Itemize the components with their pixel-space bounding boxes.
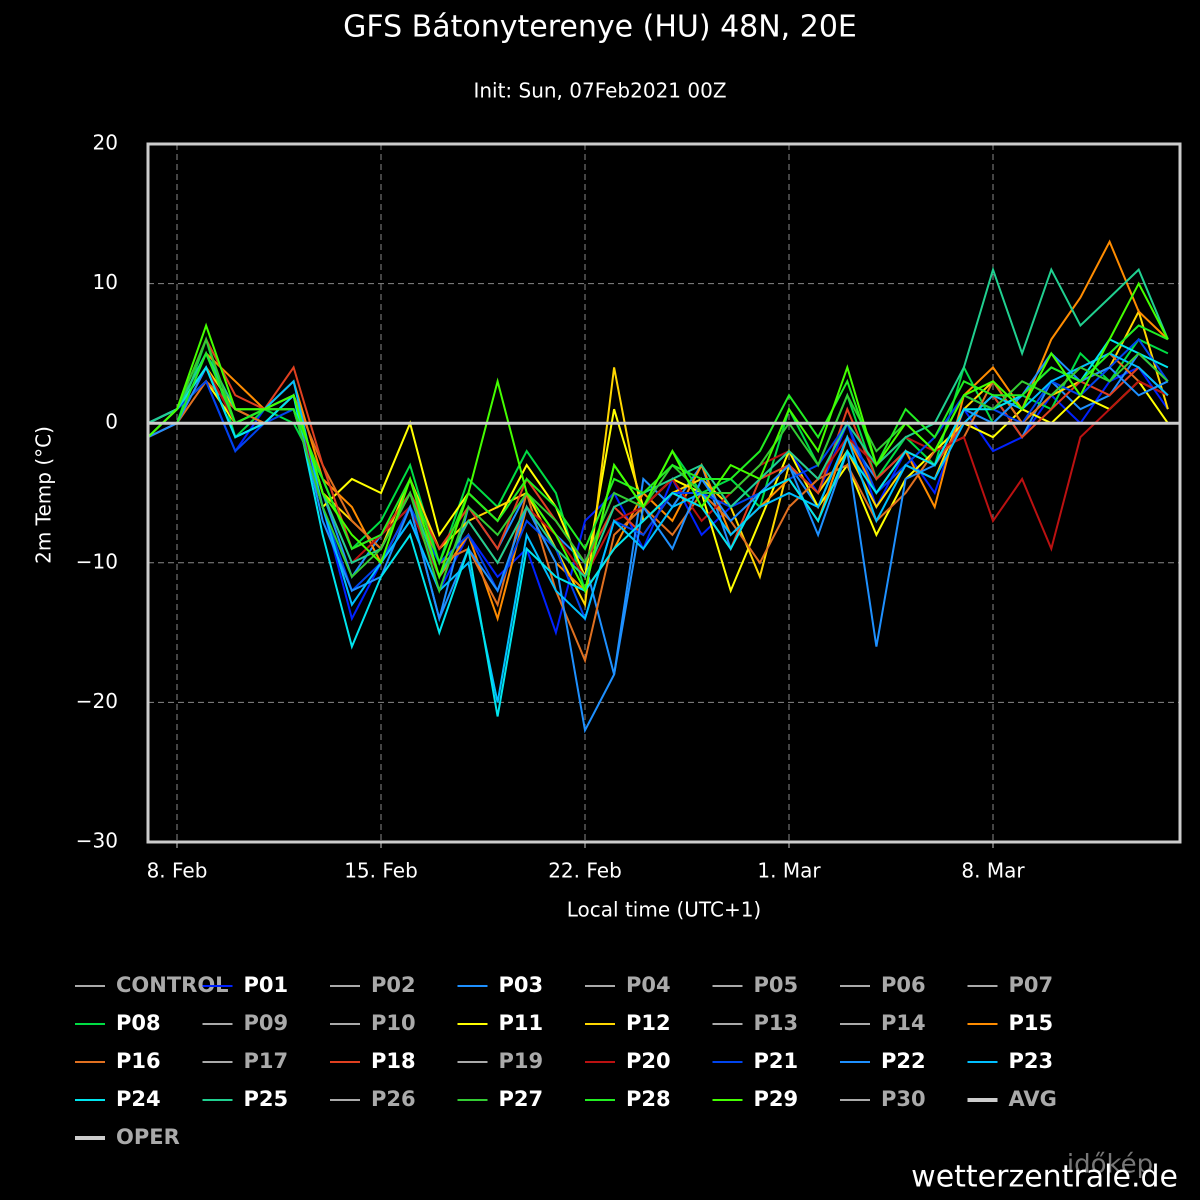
chart-title: GFS Bátonyterenye (HU) 48N, 20E [343, 10, 857, 45]
legend-label: P16 [116, 1049, 161, 1073]
legend-label: P04 [626, 973, 671, 997]
legend-label: P05 [754, 973, 799, 997]
legend-item[interactable]: P14 [840, 1011, 926, 1035]
legend-item[interactable]: P13 [712, 1011, 799, 1035]
legend-item[interactable]: P21 [712, 1049, 799, 1073]
legend-item[interactable]: P27 [457, 1087, 544, 1111]
legend-label: P07 [1009, 973, 1054, 997]
legend-label: P15 [1009, 1011, 1054, 1035]
y-tick-label: −10 [76, 549, 118, 573]
legend-item[interactable]: P01 [202, 973, 289, 997]
legend-label: P26 [371, 1087, 416, 1111]
legend-item[interactable]: P10 [330, 1011, 416, 1035]
legend-item[interactable]: P06 [840, 973, 926, 997]
legend-label: P25 [244, 1087, 289, 1111]
legend-item[interactable]: P09 [202, 1011, 289, 1035]
x-tick-label: 8. Mar [961, 859, 1025, 883]
legend-item[interactable]: P18 [330, 1049, 416, 1073]
y-tick-label: −20 [76, 689, 118, 713]
legend-item[interactable]: P28 [585, 1087, 671, 1111]
series-line [147, 336, 1169, 595]
series-line [147, 352, 1169, 664]
legend-label: P17 [244, 1049, 289, 1073]
legend-label: P06 [881, 973, 926, 997]
legend-label: AVG [1009, 1087, 1057, 1111]
legend-item[interactable]: P05 [712, 973, 799, 997]
legend-label: P22 [881, 1049, 926, 1073]
legend-label: OPER [116, 1125, 180, 1149]
legend-label: P03 [499, 973, 544, 997]
legend-item[interactable]: P25 [202, 1087, 289, 1111]
series-line [147, 281, 1169, 594]
legend-label: P14 [881, 1011, 926, 1035]
legend-item[interactable]: OPER [75, 1125, 180, 1149]
legend-item[interactable]: P08 [75, 1011, 161, 1035]
y-tick-label: 10 [93, 270, 118, 294]
y-tick-label: 0 [105, 410, 118, 434]
legend-item[interactable]: P03 [457, 973, 544, 997]
legend-item[interactable]: P07 [967, 973, 1054, 997]
series-line [147, 338, 1169, 717]
footer: wetterzentrale.de [911, 1160, 1178, 1195]
legend-label: P01 [244, 973, 289, 997]
legend-label: P28 [626, 1087, 671, 1111]
legend-label: P23 [1009, 1049, 1054, 1073]
series-line [147, 308, 1169, 609]
legend-item[interactable]: AVG [967, 1087, 1057, 1111]
legend-label: P20 [626, 1049, 671, 1073]
x-tick-label: 8. Feb [147, 859, 208, 883]
legend-item[interactable]: P26 [330, 1087, 416, 1111]
x-tick-label: 1. Mar [757, 859, 821, 883]
legend-label: P08 [116, 1011, 161, 1035]
legend-item[interactable]: P11 [457, 1011, 544, 1035]
legend-label: P02 [371, 973, 416, 997]
legend-label: P11 [499, 1011, 544, 1035]
legend-item[interactable]: P04 [585, 973, 671, 997]
legend-item[interactable]: P30 [840, 1087, 926, 1111]
legend-item[interactable]: P02 [330, 973, 416, 997]
legend-label: P21 [754, 1049, 799, 1073]
legend-label: P24 [116, 1087, 161, 1111]
legend-item[interactable]: P17 [202, 1049, 289, 1073]
legend-label: P09 [244, 1011, 289, 1035]
y-axis-label: 2m Temp (°C) [32, 426, 56, 564]
chart-subtitle: Init: Sun, 07Feb2021 00Z [473, 79, 726, 103]
legend-item[interactable]: P22 [840, 1049, 926, 1073]
legend-label: P29 [754, 1087, 799, 1111]
logo: időkép [1067, 1150, 1153, 1180]
x-axis-label: Local time (UTC+1) [567, 898, 761, 922]
legend-item[interactable]: P23 [967, 1049, 1054, 1073]
x-tick-label: 22. Feb [548, 859, 622, 883]
legend-label: P27 [499, 1087, 544, 1111]
legend-item[interactable]: P12 [585, 1011, 671, 1035]
y-tick-label: 20 [93, 131, 118, 155]
legend-label: P13 [754, 1011, 799, 1035]
y-tick-label: −30 [76, 829, 118, 853]
legend-item[interactable]: P16 [75, 1049, 161, 1073]
legend-label: P10 [371, 1011, 416, 1035]
legend-label: P30 [881, 1087, 926, 1111]
legend-item[interactable]: P24 [75, 1087, 161, 1111]
legend-item[interactable]: P19 [457, 1049, 544, 1073]
plot-frame [146, 142, 1182, 844]
series-line [147, 336, 1169, 594]
legend-label: P19 [499, 1049, 544, 1073]
x-tick-label: 15. Feb [344, 859, 418, 883]
legend-item[interactable]: P15 [967, 1011, 1054, 1035]
series-line [147, 351, 1169, 703]
legend-label: P12 [626, 1011, 671, 1035]
legend-label: P18 [371, 1049, 416, 1073]
legend-item[interactable]: P29 [712, 1087, 799, 1111]
legend-item[interactable]: P20 [585, 1049, 671, 1073]
